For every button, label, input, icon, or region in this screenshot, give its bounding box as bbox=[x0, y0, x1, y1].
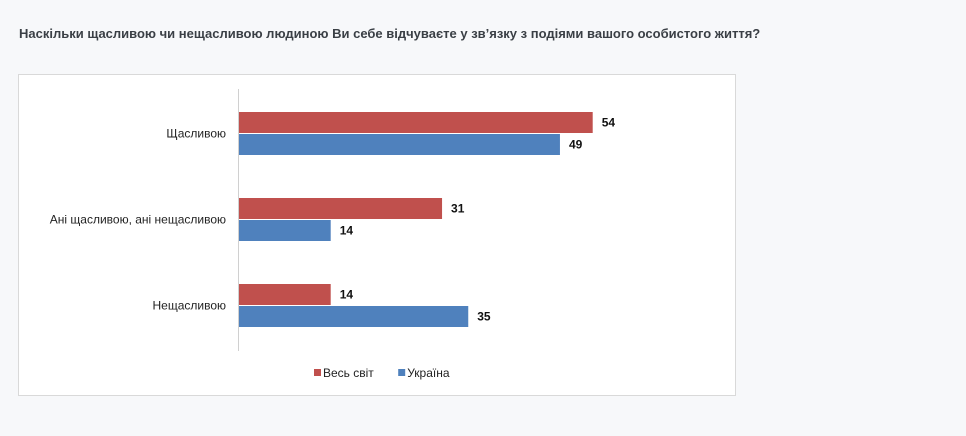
data-label: 35 bbox=[477, 310, 491, 324]
category-label: Щасливою bbox=[166, 127, 226, 141]
data-label: 54 bbox=[602, 116, 616, 130]
bar-world bbox=[239, 284, 331, 305]
bar-world bbox=[239, 198, 443, 219]
chart-container: Щасливою 54 49 Ані щасливою, ані нещасливою… bbox=[18, 74, 736, 396]
data-label: 14 bbox=[340, 224, 354, 238]
bar-ukraine bbox=[239, 306, 469, 327]
category-label: Ані щасливою, ані нещасливою bbox=[50, 213, 226, 227]
bar-ukraine bbox=[239, 220, 331, 241]
data-label: 49 bbox=[569, 138, 583, 152]
legend-swatch-ukraine bbox=[398, 369, 406, 376]
data-label: 31 bbox=[451, 202, 465, 216]
bar-chart: Щасливою 54 49 Ані щасливою, ані нещасливою… bbox=[50, 89, 616, 380]
bar-ukraine bbox=[239, 134, 560, 155]
legend-label-ukraine: Україна bbox=[407, 366, 450, 380]
legend-swatch-world bbox=[314, 369, 321, 376]
question-title: Наскільки щасливою чи нещасливою людиною… bbox=[19, 26, 761, 41]
data-label: 14 bbox=[340, 288, 354, 302]
bar-world bbox=[239, 112, 593, 133]
legend-label-world: Весь світ bbox=[323, 366, 374, 380]
category-label: Нещасливою bbox=[152, 299, 226, 313]
